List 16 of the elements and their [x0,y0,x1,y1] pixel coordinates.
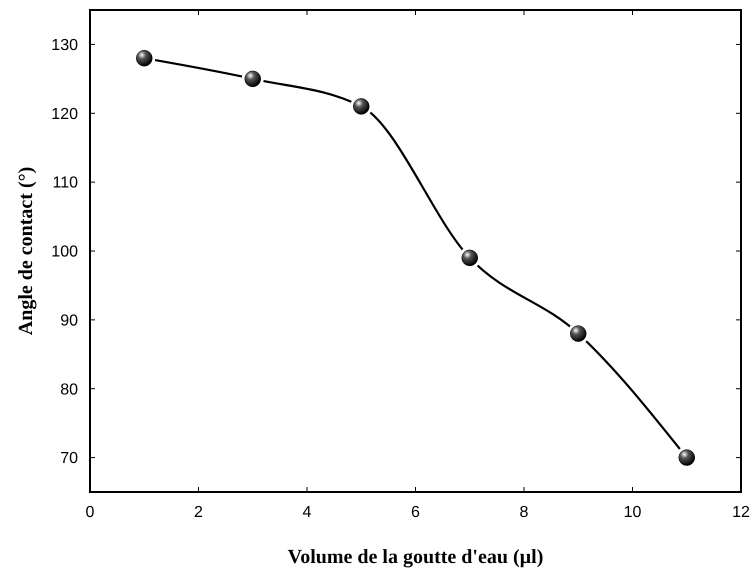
y-tick-label: 90 [60,312,78,330]
y-tick-label: 80 [60,381,78,398]
y-tick-label: 70 [60,450,78,468]
x-tick-label: 10 [624,504,642,521]
x-tick-label: 0 [86,504,95,521]
y-tick-label: 110 [52,174,78,192]
y-tick-label: 130 [51,37,78,54]
y-tick-label: 120 [51,106,78,123]
x-tick-label: 12 [732,504,750,521]
x-tick-label: 4 [302,504,312,521]
y-tick-label: 100 [51,244,78,261]
y-axis-title: Angle de contact (°) [15,166,37,336]
x-tick-label: 6 [411,504,420,521]
x-axis-title: Volume de la goutte d'eau (µl) [288,546,544,568]
x-tick-label: 8 [520,504,529,521]
x-tick-label: 2 [194,504,204,521]
